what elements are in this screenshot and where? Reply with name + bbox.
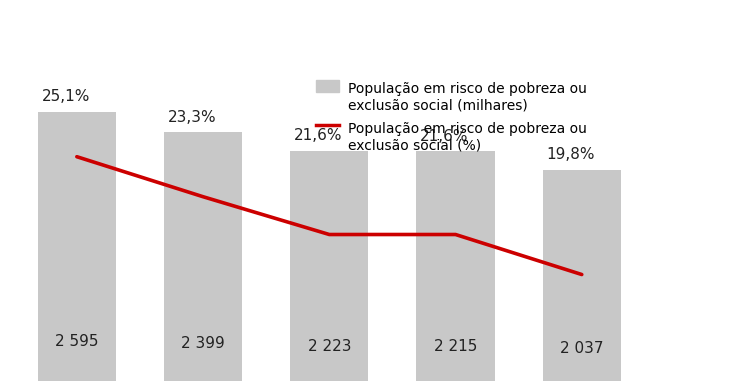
Text: 2 223: 2 223 <box>308 338 351 354</box>
Text: 2 595: 2 595 <box>55 334 98 349</box>
Text: 19,8%: 19,8% <box>546 147 595 162</box>
Text: 2 399: 2 399 <box>181 336 225 351</box>
Text: 23,3%: 23,3% <box>168 110 216 124</box>
Text: 21,6%: 21,6% <box>420 129 468 144</box>
Text: 21,6%: 21,6% <box>294 128 343 143</box>
Bar <box>417 151 494 381</box>
Text: 2 215: 2 215 <box>434 339 477 354</box>
Text: 25,1%: 25,1% <box>41 89 90 104</box>
Bar <box>290 151 369 381</box>
Bar <box>542 170 621 381</box>
Legend: População em risco de pobreza ou
exclusão social (milhares), População em risco : População em risco de pobreza ou exclusã… <box>317 70 588 140</box>
Bar <box>164 132 242 381</box>
Text: 2 037: 2 037 <box>560 341 604 356</box>
Bar <box>38 112 116 381</box>
